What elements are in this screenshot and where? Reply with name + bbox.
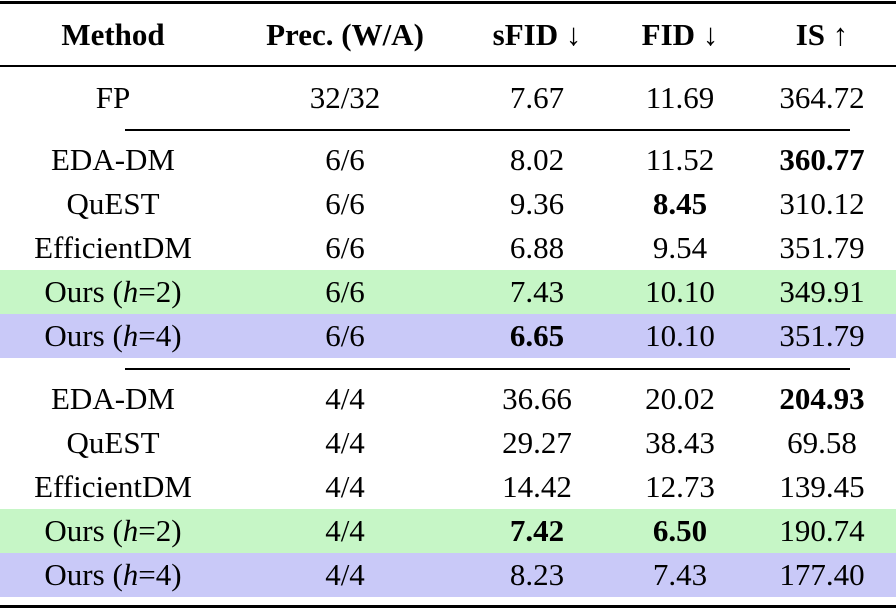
table-cell: 4/4 bbox=[325, 425, 365, 460]
table-cell: 7.43 bbox=[652, 557, 708, 592]
table-cell: 6.65 bbox=[509, 318, 565, 353]
header-cell: FID ↓ bbox=[641, 17, 719, 52]
table-cell: 8.02 bbox=[509, 142, 565, 177]
label-part: Ours ( bbox=[44, 557, 123, 592]
table-cell: 6/6 bbox=[325, 142, 365, 177]
table-cell: 10.10 bbox=[645, 318, 715, 353]
table-cell: QuEST bbox=[66, 186, 160, 221]
table-cell: EDA-DM bbox=[51, 381, 175, 416]
header-cell: Method bbox=[61, 17, 165, 52]
row-highlight bbox=[0, 270, 896, 314]
table-cell: 11.52 bbox=[645, 142, 715, 177]
table-cell: EfficientDM bbox=[34, 230, 192, 265]
row-highlight bbox=[0, 553, 896, 597]
table-cell: 36.66 bbox=[502, 381, 572, 416]
table-cell: 11.69 bbox=[645, 80, 715, 115]
table-cell: 9.36 bbox=[509, 186, 565, 221]
table-cell: 7.67 bbox=[509, 80, 565, 115]
table-cell: 177.40 bbox=[779, 557, 865, 592]
table-cell: 7.42 bbox=[509, 513, 565, 548]
header-rule bbox=[0, 65, 896, 67]
header-cell: sFID ↓ bbox=[492, 17, 582, 52]
table-cell: EfficientDM bbox=[34, 469, 192, 504]
table-cell: Ours (h=4) bbox=[44, 318, 181, 354]
label-part: h bbox=[122, 513, 139, 548]
label-part: h bbox=[122, 557, 139, 592]
table-cell: 9.54 bbox=[652, 230, 708, 265]
label-part: h bbox=[122, 318, 139, 353]
table-cell: Ours (h=4) bbox=[44, 557, 181, 593]
table-cell: 360.77 bbox=[779, 142, 865, 177]
label-part: =2) bbox=[138, 513, 182, 548]
table-cell: 12.73 bbox=[645, 469, 715, 504]
table-cell: 364.72 bbox=[779, 80, 865, 115]
header-cell: IS ↑ bbox=[795, 17, 849, 52]
top-rule bbox=[0, 1, 896, 4]
table-cell: QuEST bbox=[66, 425, 160, 460]
table-cell: 4/4 bbox=[325, 469, 365, 504]
table-cell: 139.45 bbox=[779, 469, 865, 504]
label-part: =4) bbox=[138, 318, 182, 353]
table-cell: 38.43 bbox=[645, 425, 715, 460]
bottom-rule bbox=[0, 605, 896, 608]
table-cell: 6/6 bbox=[325, 274, 365, 309]
table-cell: 310.12 bbox=[779, 186, 865, 221]
table-cell: FP bbox=[95, 80, 131, 115]
table-cell: EDA-DM bbox=[51, 142, 175, 177]
table-cell: 7.43 bbox=[509, 274, 565, 309]
table-cell: 6/6 bbox=[325, 230, 365, 265]
label-part: Ours ( bbox=[44, 513, 123, 548]
label-part: h bbox=[122, 274, 139, 309]
table-cell: 20.02 bbox=[645, 381, 715, 416]
label-part: Ours ( bbox=[44, 274, 123, 309]
table-cell: 14.42 bbox=[502, 469, 572, 504]
table-cell: 69.58 bbox=[787, 425, 857, 460]
group-rule bbox=[125, 368, 850, 370]
table-cell: 4/4 bbox=[325, 513, 365, 548]
row-highlight bbox=[0, 509, 896, 553]
table-cell: Ours (h=2) bbox=[44, 274, 181, 310]
table-cell: 6.88 bbox=[509, 230, 565, 265]
header-cell: Prec. (W/A) bbox=[266, 17, 424, 52]
table-cell: 6/6 bbox=[325, 186, 365, 221]
label-part: Ours ( bbox=[44, 318, 123, 353]
table-cell: 29.27 bbox=[502, 425, 572, 460]
table-cell: Ours (h=2) bbox=[44, 513, 181, 549]
table-cell: 8.23 bbox=[509, 557, 565, 592]
table-cell: 204.93 bbox=[779, 381, 865, 416]
table-cell: 190.74 bbox=[779, 513, 865, 548]
label-part: =2) bbox=[138, 274, 182, 309]
table-cell: 6/6 bbox=[325, 318, 365, 353]
row-highlight bbox=[0, 314, 896, 358]
table-cell: 351.79 bbox=[779, 318, 865, 353]
table-cell: 4/4 bbox=[325, 557, 365, 592]
table-cell: 349.91 bbox=[779, 274, 865, 309]
label-part: =4) bbox=[138, 557, 182, 592]
table-cell: 351.79 bbox=[779, 230, 865, 265]
table-cell: 4/4 bbox=[325, 381, 365, 416]
table-cell: 10.10 bbox=[645, 274, 715, 309]
table-cell: 6.50 bbox=[652, 513, 708, 548]
table-cell: 8.45 bbox=[652, 186, 708, 221]
group-rule bbox=[125, 129, 850, 131]
table-cell: 32/32 bbox=[309, 80, 381, 115]
